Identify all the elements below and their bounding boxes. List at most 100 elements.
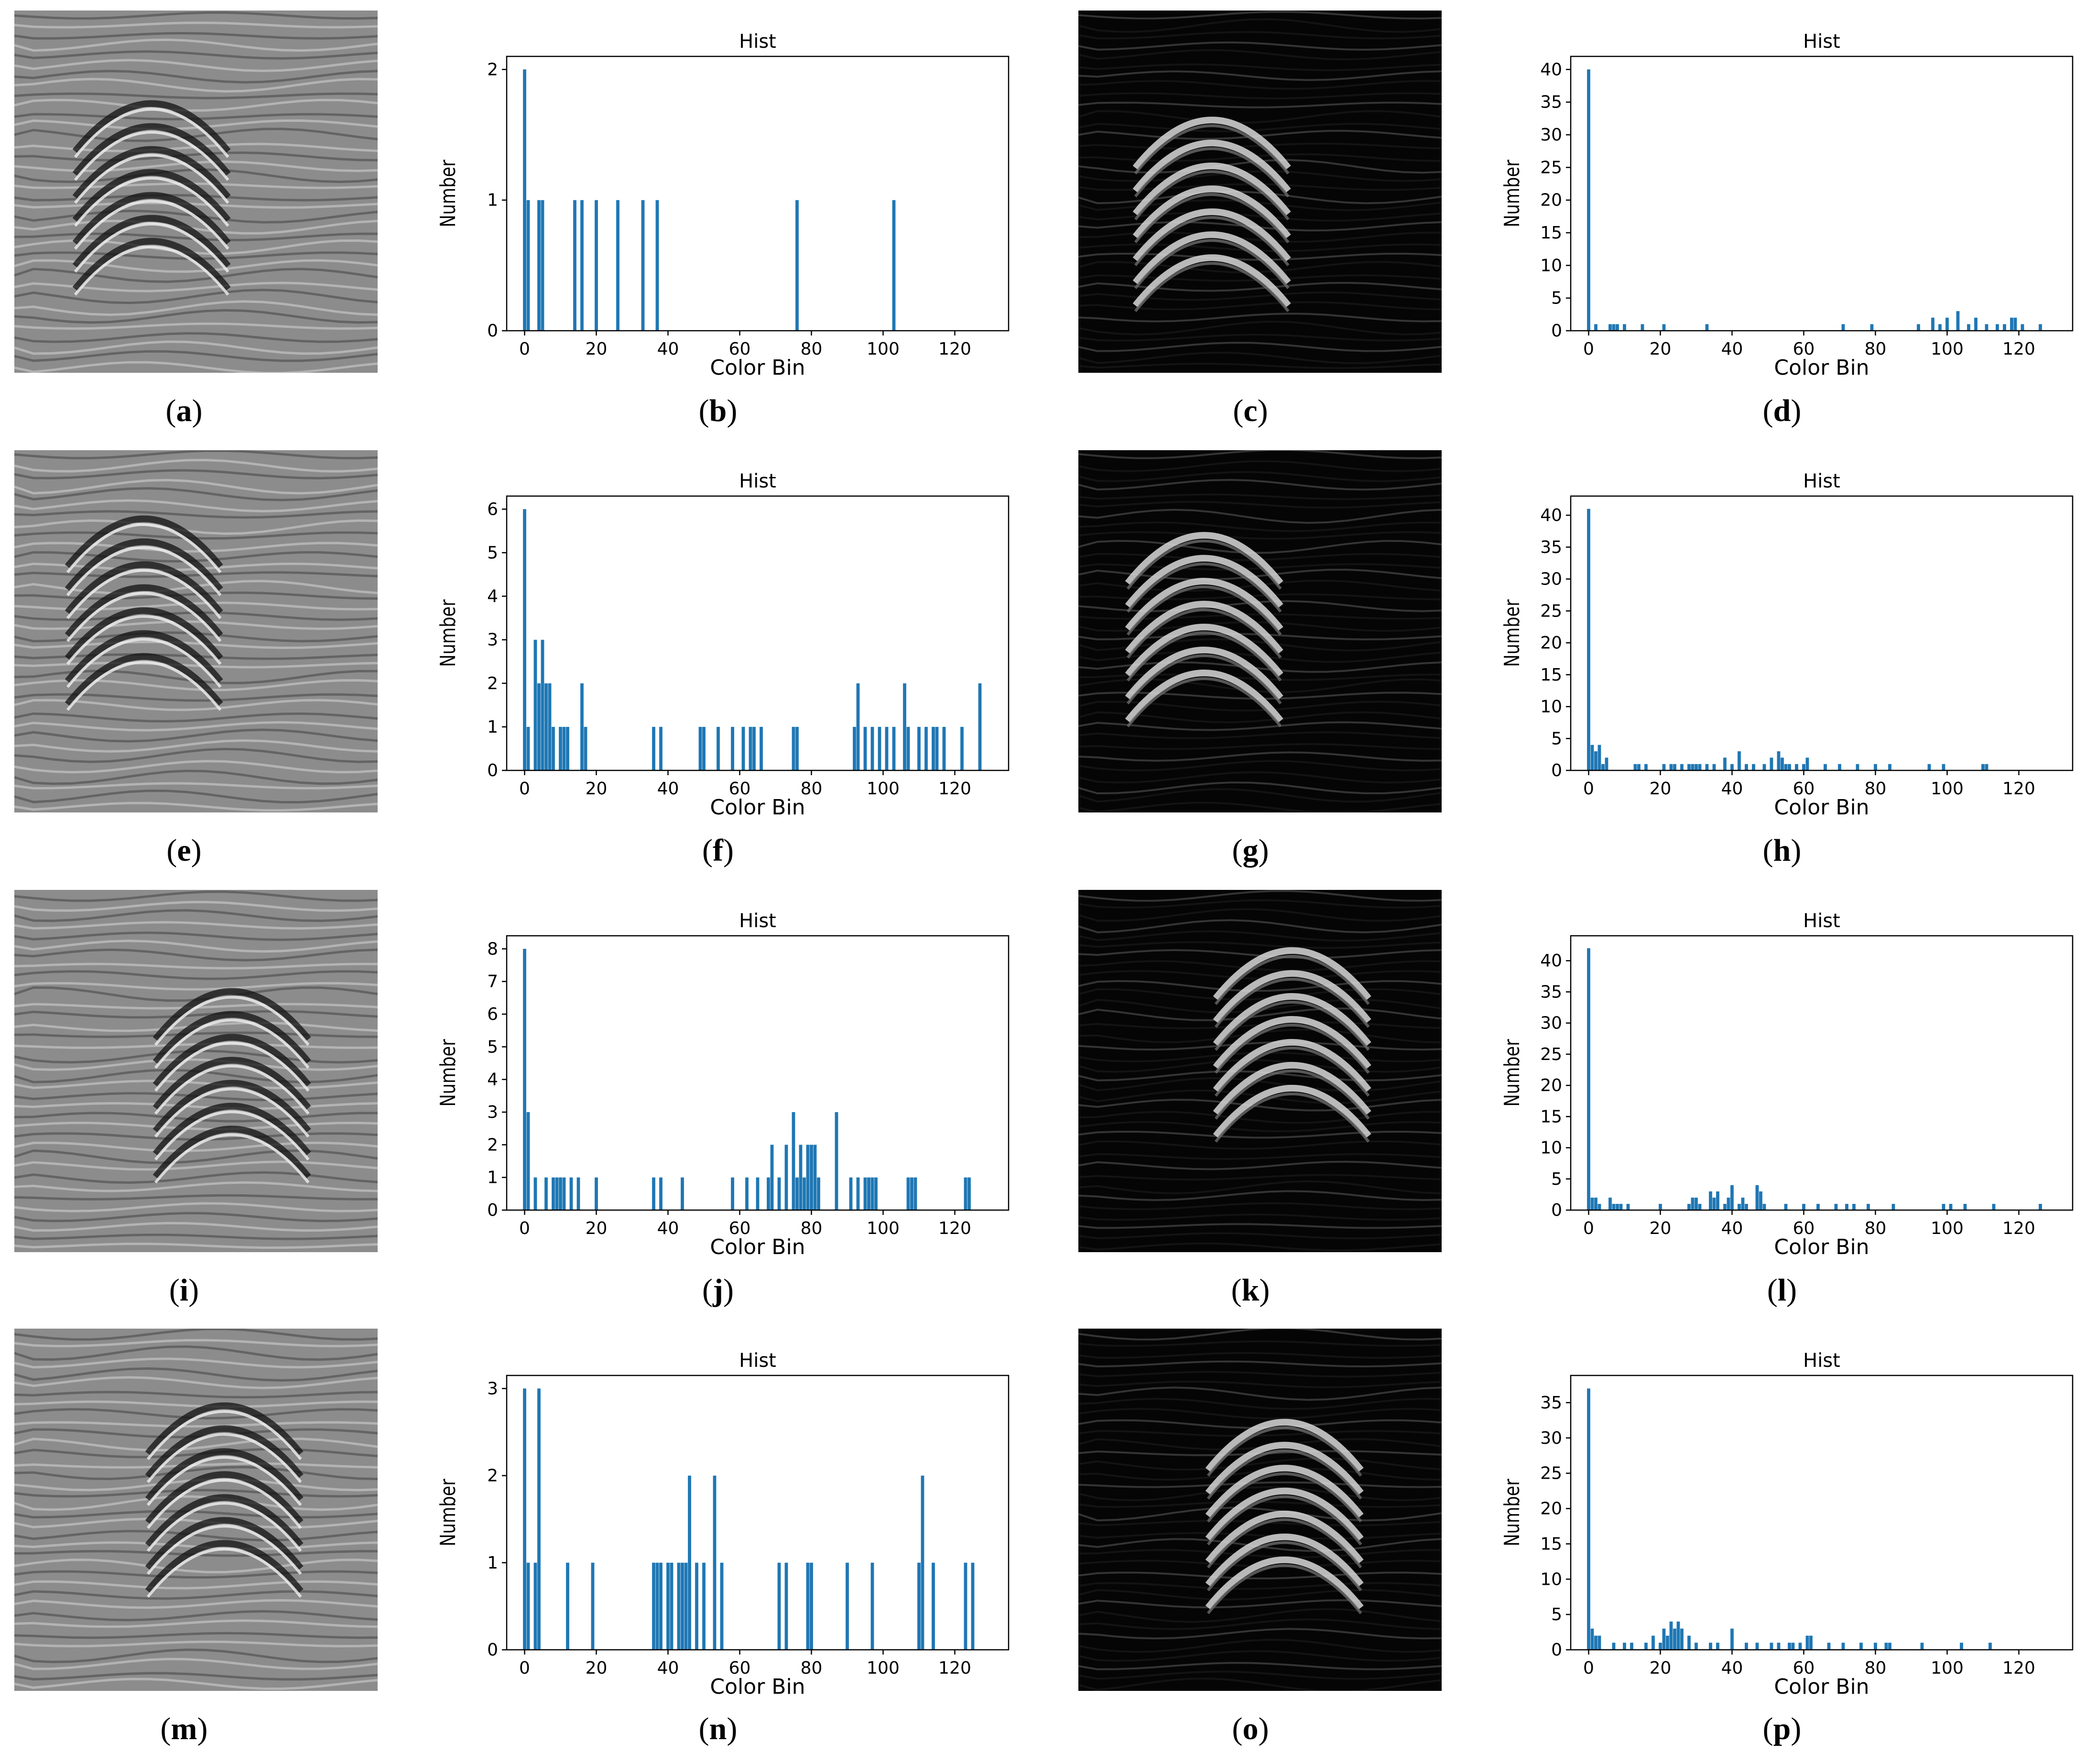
hyperbola-reflection-highlight xyxy=(154,1018,310,1069)
reflection-layer xyxy=(1078,1650,1442,1662)
reflection-layer xyxy=(1078,731,1442,739)
hyperbola-reflection-highlight xyxy=(146,1410,302,1461)
hyperbola-reflection xyxy=(152,1011,311,1064)
reflection-layer xyxy=(14,289,378,304)
x-tick-label: 0 xyxy=(519,1658,530,1678)
histogram-bar xyxy=(1695,764,1698,770)
hyperbola-reflection-highlight xyxy=(146,1433,302,1483)
y-tick-label: 35 xyxy=(1540,538,1562,557)
reflection-layer xyxy=(1078,479,1442,491)
reflection-layer xyxy=(14,22,378,29)
histogram-bar xyxy=(1597,1635,1601,1650)
histogram-bar xyxy=(1723,758,1727,770)
histogram-bar xyxy=(1612,1204,1616,1210)
hyperbola-reflection-highlight xyxy=(1206,1426,1362,1477)
y-tick-label: 2 xyxy=(487,1135,498,1155)
y-tick-label: 4 xyxy=(487,587,498,606)
reflection-layer xyxy=(14,50,378,60)
reflection-layer xyxy=(14,1391,378,1399)
histogram-bar xyxy=(1917,324,1920,331)
hyperbola-reflection-highlight xyxy=(1206,1541,1362,1591)
histogram-bar xyxy=(1612,324,1616,331)
hyperbola-reflection-highlight xyxy=(1126,608,1282,659)
histogram-bar xyxy=(1845,1204,1848,1210)
y-tick-label: 1 xyxy=(487,1553,498,1573)
histogram-bar xyxy=(1590,1628,1594,1650)
histogram-bar xyxy=(1695,1197,1698,1210)
histogram-bar xyxy=(1738,1204,1741,1210)
histogram-bar xyxy=(1745,764,1748,770)
reflection-layer xyxy=(1078,1618,1442,1630)
histogram-bar xyxy=(533,1177,537,1210)
caption-e: (e) xyxy=(166,833,202,868)
histogram-bar xyxy=(1691,764,1695,770)
reflection-layer xyxy=(14,1648,378,1664)
reflection-layer xyxy=(1078,743,1442,750)
plot-frame xyxy=(1570,495,2074,771)
x-tick-label: 80 xyxy=(1865,779,1887,799)
reflection-layer xyxy=(14,128,378,142)
histogram-bar xyxy=(1666,1635,1669,1650)
caption-c: (c) xyxy=(1233,393,1268,428)
reflection-layer xyxy=(14,300,378,316)
hyperbola-reflection-highlight xyxy=(154,1133,310,1184)
histogram-bar xyxy=(1691,1197,1695,1210)
histogram-bar xyxy=(924,726,928,770)
reflection-layer xyxy=(1078,1340,1442,1347)
y-tick-label: 3 xyxy=(487,630,498,650)
histogram-p: Hist 0 20 40 60 80 100 120 0 5 10 15 20 25 30 35 Color B… xyxy=(1470,1338,2082,1701)
reflection-layer xyxy=(14,1339,378,1348)
histogram-bar xyxy=(1659,1204,1662,1210)
histogram-bar xyxy=(1938,324,1942,331)
histogram-bar xyxy=(1745,1204,1748,1210)
histogram-bar xyxy=(1590,1197,1594,1210)
hyperbola-reflection xyxy=(1132,231,1291,285)
hyperbola-reflection xyxy=(1132,208,1291,262)
reflection-layer xyxy=(14,70,378,84)
histogram-bar xyxy=(1738,751,1741,770)
reflection-layer xyxy=(1078,1397,1442,1410)
hyperbola-reflection xyxy=(1213,993,1371,1047)
reflection-layer xyxy=(14,350,378,362)
histogram-bar xyxy=(1644,1643,1648,1650)
hyperbola-reflection xyxy=(1205,1418,1364,1472)
reflection-layer xyxy=(14,1367,378,1382)
histogram-bar xyxy=(1809,1635,1813,1650)
histogram-bar xyxy=(892,200,896,331)
hyperbola-reflection-highlight xyxy=(154,1110,310,1161)
histogram-h-svg: Hist 0 20 40 60 80 100 120 0 5 10 15 20 25 30 35 40 Color… xyxy=(1500,470,2074,820)
histogram-bar xyxy=(681,1177,684,1210)
y-tick-label: 20 xyxy=(1540,191,1562,210)
histogram-b: Hist 0 20 40 60 80 100 120 0 1 2 Color Bin Number xyxy=(406,19,1018,382)
caption-m: (m) xyxy=(160,1711,208,1746)
reflection-layer xyxy=(1078,49,1442,61)
histogram-bar xyxy=(1709,1191,1712,1210)
histogram-bar xyxy=(1605,758,1608,770)
histogram-bar xyxy=(1623,1643,1626,1650)
reflection-layer xyxy=(14,1345,378,1361)
histogram-bar xyxy=(1859,1643,1863,1650)
reflection-layer xyxy=(14,519,378,535)
hyperbola-reflection xyxy=(65,653,223,706)
histogram-f-svg: Hist 0 20 40 60 80 100 120 0 1 2 3 4 5 6 Color Bin Numbe… xyxy=(436,470,1010,820)
histogram-d-svg: Hist 0 20 40 60 80 100 120 0 5 10 15 20 25 30 35 40 Color… xyxy=(1500,31,2074,380)
histogram-bar xyxy=(533,639,537,770)
reflection-layer xyxy=(1078,190,1442,205)
chart-title: Hist xyxy=(1803,1350,1840,1372)
reflection-layer xyxy=(1078,41,1442,51)
histogram-bar xyxy=(537,1388,541,1650)
histogram-bar xyxy=(1698,764,1702,770)
histogram-bar xyxy=(1770,1643,1773,1650)
histogram-bar xyxy=(1687,764,1691,770)
hyperbola-reflection-highlight xyxy=(1134,147,1290,197)
hyperbola-reflection-highlight xyxy=(1214,1046,1370,1097)
gpr-image-o-svg xyxy=(1078,1329,1442,1691)
y-axis-label: Number xyxy=(1500,599,1524,667)
x-tick-label: 60 xyxy=(1793,1658,1815,1678)
reflection-layer xyxy=(1078,363,1442,369)
histogram-bar xyxy=(1662,324,1666,331)
reflection-layer xyxy=(1078,1140,1442,1150)
reflection-layer xyxy=(14,921,378,930)
x-tick-label: 0 xyxy=(1583,339,1594,359)
histogram-bar xyxy=(670,1562,674,1650)
